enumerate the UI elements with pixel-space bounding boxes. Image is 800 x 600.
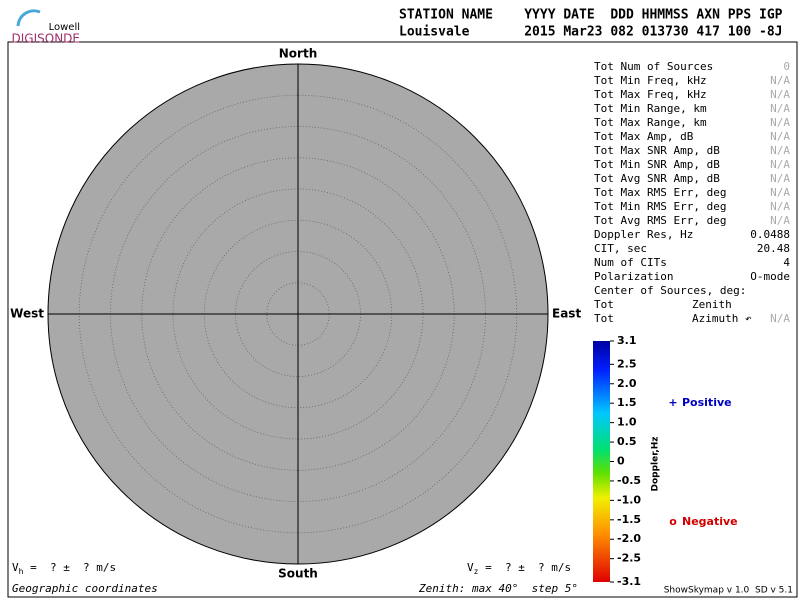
velocity: Vh = ? ± ? m/s <box>12 561 116 576</box>
stat-value: 0 <box>783 60 790 73</box>
stat-label: Tot Min RMS Err, deg <box>594 200 726 213</box>
logo-top: Lowell <box>49 22 80 33</box>
stat-label: CIT, sec <box>594 242 647 255</box>
colorbar <box>593 341 610 582</box>
velocity-symbol: V <box>467 561 474 574</box>
stat-value: N/A <box>770 200 790 213</box>
stat-label: Center of Sources, deg: <box>594 284 746 297</box>
stat-label: Doppler Res, Hz <box>594 228 693 241</box>
velocity-symbol: V <box>12 561 19 574</box>
colorbar-tick-label: 2.5 <box>617 357 637 370</box>
direction-east: East <box>552 307 581 321</box>
stat-label: Tot Max Freq, kHz <box>594 88 707 101</box>
header-values: Louisvale 2015 Mar23 082 013730 417 100 … <box>399 25 783 40</box>
stat-label: Tot Avg SNR Amp, dB <box>594 172 720 185</box>
colorbar-label: Doppler,Hz <box>651 436 661 491</box>
stat-field: Azimuth ↶ <box>692 312 752 325</box>
colorbar-tick-label: -2.5 <box>617 552 641 565</box>
stat-value: N/A <box>770 130 790 143</box>
version-note: ShowSkymap v 1.0 SD v 5.1 <box>664 586 793 596</box>
stat-label: Polarization <box>594 270 673 283</box>
stat-value: 20.48 <box>757 242 790 255</box>
logo-arc <box>16 9 41 27</box>
stat-value: N/A <box>770 214 790 227</box>
stat-value: 4 <box>783 256 790 269</box>
velocity-sub: z <box>474 567 479 576</box>
direction-west: West <box>10 307 44 321</box>
colorbar-tick-label: 2.0 <box>617 377 637 390</box>
stat-label: Tot Num of Sources <box>594 60 713 73</box>
stat-field: Zenith <box>692 298 732 311</box>
logo-bottom: DIGISONDE <box>12 32 80 46</box>
direction-south: South <box>278 567 318 581</box>
stat-label: Tot Min Freq, kHz <box>594 74 707 87</box>
colorbar-tick-label: 1.0 <box>617 416 637 429</box>
colorbar-tick-label: 3.1 <box>617 334 637 347</box>
stat-value: N/A <box>770 102 790 115</box>
stat-value: N/A <box>770 74 790 87</box>
stat-label: Tot <box>594 312 614 325</box>
zenith-note: Zenith: max 40° step 5° <box>418 582 578 595</box>
stat-value: N/A <box>770 116 790 129</box>
stat-value: N/A <box>770 144 790 157</box>
colorbar-tick-label: -0.5 <box>617 474 641 487</box>
stat-value: 0.0488 <box>750 228 790 241</box>
stat-value: N/A <box>770 88 790 101</box>
velocity: Vz = ? ± ? m/s <box>467 561 571 576</box>
stat-label: Tot Max RMS Err, deg <box>594 186 726 199</box>
colorbar-tick-label: -3.1 <box>617 575 641 588</box>
legend-label: Positive <box>682 396 732 409</box>
colorbar-tick-label: -2.0 <box>617 532 641 545</box>
stat-label: Tot Min SNR Amp, dB <box>594 158 720 171</box>
stat-value: O-mode <box>750 270 790 283</box>
stat-label: Tot <box>594 298 614 311</box>
stat-value: N/A <box>770 172 790 185</box>
stat-label: Tot Max SNR Amp, dB <box>594 144 720 157</box>
stat-label: Num of CITs <box>594 256 667 269</box>
colorbar-tick-label: 1.5 <box>617 396 637 409</box>
colorbar-tick-label: -1.5 <box>617 513 641 526</box>
velocity-text: = ? ± ? m/s <box>23 561 116 574</box>
stat-label: Tot Max Range, km <box>594 116 707 129</box>
colorbar-tick-label: 0 <box>617 455 625 468</box>
stat-label: Tot Avg RMS Err, deg <box>594 214 726 227</box>
velocity-text: = ? ± ? m/s <box>478 561 571 574</box>
stat-value: N/A <box>770 312 790 325</box>
stat-value: N/A <box>770 158 790 171</box>
colorbar-tick-label: 0.5 <box>617 435 637 448</box>
header-columns: STATION NAME YYYY DATE DDD HHMMSS AXN PP… <box>399 8 783 23</box>
legend-label: Negative <box>682 515 738 528</box>
legend-symbol: o <box>669 515 677 528</box>
stat-label: Tot Min Range, km <box>594 102 707 115</box>
direction-north: North <box>279 47 317 61</box>
coords-note: Geographic coordinates <box>12 582 158 595</box>
velocity-sub: h <box>19 567 24 576</box>
stat-label: Tot Max Amp, dB <box>594 130 694 143</box>
stat-value: N/A <box>770 186 790 199</box>
colorbar-tick-label: -1.0 <box>617 493 641 506</box>
frame <box>7 41 798 598</box>
legend-symbol: + <box>668 396 677 409</box>
